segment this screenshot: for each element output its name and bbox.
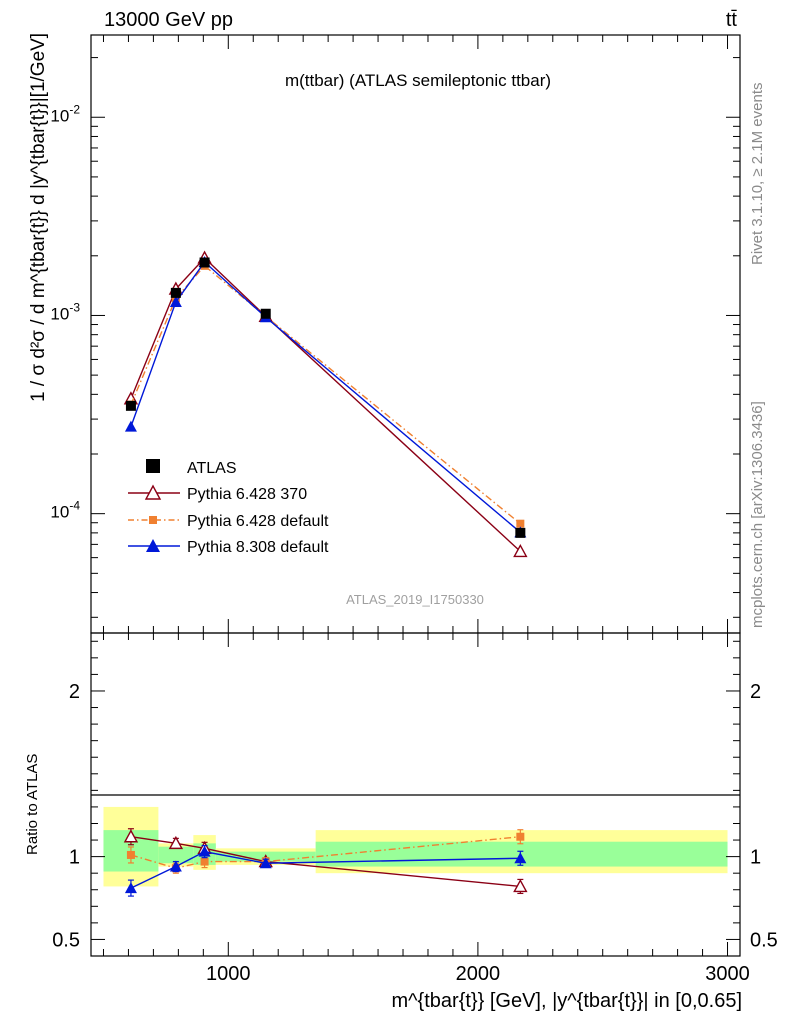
x-tick-label: 3000 bbox=[705, 963, 750, 985]
rivet-version-text: Rivet 3.1.10, ≥ 2.1M events bbox=[749, 83, 766, 266]
main-series-atlas-point bbox=[199, 257, 210, 268]
legend-label-atlas: ATLAS bbox=[187, 460, 237, 477]
ratio-series-pythia-6-428-default-point bbox=[516, 832, 525, 841]
ratio-series-pythia-6-428-370-point bbox=[513, 878, 528, 893]
ratio-y-tick-label: 2 bbox=[69, 681, 80, 703]
main-series-pythia-8-308-default-point bbox=[169, 295, 182, 307]
ratio-y-tick-label: 1 bbox=[69, 847, 80, 869]
legend: ATLAS Pythia 6.428 370 Pythia 6.428 defa… bbox=[128, 459, 329, 556]
main-series-atlas-point bbox=[125, 400, 136, 411]
ratio-series-group bbox=[123, 828, 528, 897]
legend-label-py8-default: Pythia 8.308 default bbox=[187, 539, 329, 556]
main-series-atlas-point bbox=[170, 287, 181, 298]
x-tick-label: 1000 bbox=[206, 963, 251, 985]
legend-marker-atlas bbox=[146, 459, 160, 473]
ratio-panel: 0.5 0.5 1 1 2 2 1000 2000 3000 Ratio to ATLAS m^… bbox=[24, 632, 778, 1012]
main-series-atlas-point bbox=[260, 308, 271, 319]
legend-marker-py8-default bbox=[146, 539, 160, 552]
ratio-series-pythia-6-428-370-point bbox=[168, 835, 184, 850]
main-series-pythia-8-308-default-point bbox=[124, 420, 137, 432]
ratio-series-pythia-6-428-default-point bbox=[126, 850, 135, 859]
ratio-series-pythia-8-308-default-point bbox=[124, 882, 137, 894]
x-axis-label: m^{tbar{t}} [GeV], |y^{tbar{t}}| in [0,0… bbox=[392, 990, 743, 1012]
main-series-pythia-6-428-370-point bbox=[513, 543, 528, 558]
main-y-axis-label: 1 / σ d²σ / d m^{tbar{t}} d |y^{tbar{t}}… bbox=[28, 33, 49, 402]
main-series-pythia-6-428-default-line bbox=[130, 264, 521, 525]
ratio-band-inner bbox=[158, 846, 194, 864]
legend-label-py6-370: Pythia 6.428 370 bbox=[187, 486, 307, 503]
ratio-series-pythia-6-428-default-point bbox=[200, 857, 209, 866]
ratio-ticks: 0.5 0.5 1 1 2 2 1000 2000 3000 bbox=[52, 633, 778, 985]
legend-label-py6-default: Pythia 6.428 default bbox=[187, 513, 329, 530]
chart-title: m(ttbar) (ATLAS semileptonic ttbar) bbox=[285, 71, 551, 90]
analysis-watermark: ATLAS_2019_I1750330 bbox=[346, 592, 484, 607]
ratio-y-tick-label-right: 0.5 bbox=[750, 929, 778, 951]
ratio-y-tick-label-right: 1 bbox=[750, 847, 761, 869]
main-series-atlas-point bbox=[515, 527, 526, 538]
ratio-panel-frame bbox=[90, 632, 741, 957]
main-series-group bbox=[123, 250, 528, 558]
ratio-series-pythia-6-428-370-point bbox=[123, 829, 139, 843]
ratio-series-pythia-8-308-default-point bbox=[198, 845, 211, 857]
ratio-y-tick-label-right: 2 bbox=[750, 681, 761, 703]
energy-label: 13000 GeV pp bbox=[104, 9, 233, 31]
ratio-series-pythia-8-308-default-point bbox=[259, 857, 272, 869]
ratio-series-pythia-8-308-default-point bbox=[514, 852, 527, 864]
main-series-pythia-6-428-default-point bbox=[516, 519, 525, 528]
mcplots-text: mcplots.cern.ch [arXiv:1306.3436] bbox=[749, 401, 766, 628]
legend-marker-py6-370 bbox=[144, 484, 162, 500]
x-tick-label: 2000 bbox=[456, 963, 501, 985]
legend-marker-py6-default bbox=[149, 516, 157, 524]
main-y-ticks: 10-410-310-2 bbox=[50, 35, 740, 633]
process-label: tt̄ bbox=[726, 9, 738, 31]
ratio-series-pythia-8-308-default-point bbox=[169, 860, 182, 872]
ratio-y-axis-label: Ratio to ATLAS bbox=[24, 754, 41, 855]
ratio-y-tick-label: 0.5 bbox=[52, 929, 80, 951]
